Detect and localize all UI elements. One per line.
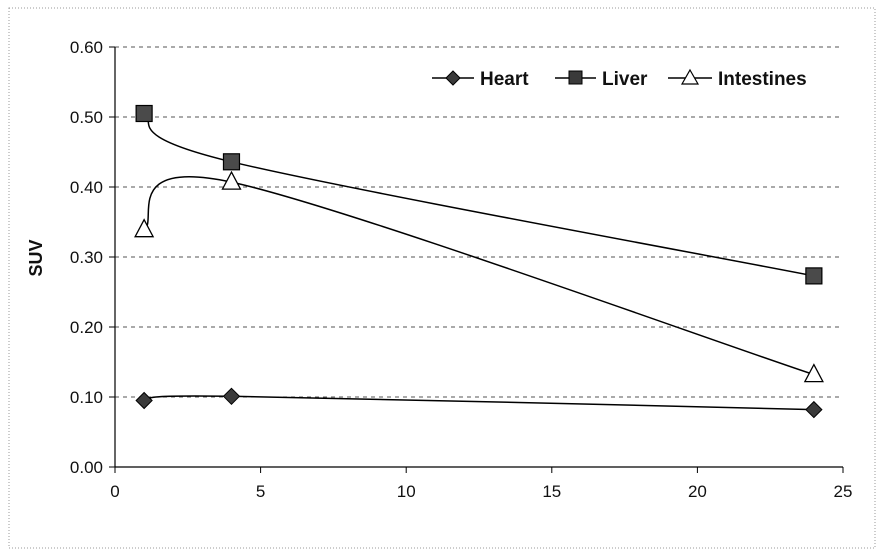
legend-item-heart: Heart: [432, 69, 529, 90]
y-tick-label: 0.10: [70, 388, 103, 407]
series-heart: [135, 387, 823, 419]
legend-label-intestines: Intestines: [718, 69, 807, 90]
x-tick-label: 15: [542, 482, 561, 501]
series: [134, 104, 824, 419]
data-point-liver: [135, 104, 153, 123]
data-point-heart: [222, 387, 241, 406]
data-point-liver: [805, 267, 823, 285]
legend-item-intestines: Intestines: [668, 68, 807, 90]
x-tick-label: 5: [256, 482, 265, 501]
gridlines: [115, 46, 843, 398]
data-point-intestines: [803, 363, 824, 383]
y-tick-label: 0.60: [70, 38, 103, 57]
data-point-heart: [805, 400, 823, 419]
legend: Heart Liver Intestines: [432, 68, 807, 90]
series-line-intestines: [143, 176, 815, 376]
chart-frame: [8, 7, 876, 549]
y-axis-title: SUV: [26, 239, 46, 276]
y-tick-label: 0.20: [70, 318, 103, 337]
data-point-liver: [222, 153, 241, 171]
square-marker-icon: [568, 70, 583, 85]
x-tick-label: 10: [397, 482, 416, 501]
data-point-heart: [135, 391, 153, 410]
y-tick-labels: 0.00 0.10 0.20 0.30 0.40 0.50 0.60: [70, 38, 103, 477]
data-point-intestines: [134, 218, 155, 238]
y-tick-label: 0.40: [70, 178, 103, 197]
data-point-intestines: [221, 170, 242, 190]
axes: [109, 46, 844, 473]
series-liver: [135, 104, 823, 285]
triangle-marker-icon: [680, 68, 700, 85]
series-intestines: [134, 170, 824, 383]
diamond-marker-icon: [445, 70, 461, 86]
series-line-heart: [144, 395, 814, 411]
series-line-liver: [143, 112, 815, 277]
x-tick-label: 20: [688, 482, 707, 501]
x-tick-label: 0: [110, 482, 119, 501]
y-tick-label: 0.30: [70, 248, 103, 267]
x-tick-labels: 0 5 10 15 20 25: [110, 482, 852, 501]
y-tick-label: 0.50: [70, 108, 103, 127]
legend-item-liver: Liver: [555, 69, 648, 90]
y-tick-label: 0.00: [70, 458, 103, 477]
legend-label-liver: Liver: [602, 69, 648, 90]
x-tick-label: 25: [834, 482, 853, 501]
legend-label-heart: Heart: [480, 69, 529, 90]
